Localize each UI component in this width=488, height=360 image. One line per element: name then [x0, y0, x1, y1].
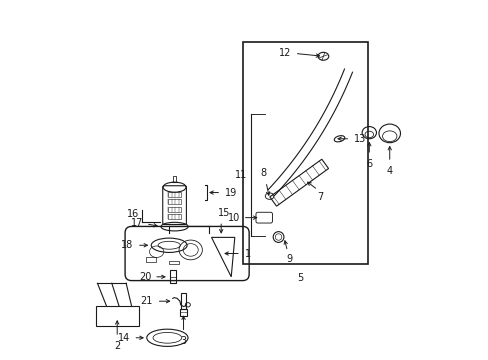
Text: 6: 6	[366, 159, 371, 169]
Bar	[168, 192, 181, 197]
Bar	[169, 270, 176, 283]
Text: 3: 3	[180, 336, 186, 346]
Text: 18: 18	[121, 240, 133, 250]
Text: 7: 7	[317, 192, 323, 202]
Text: 4: 4	[386, 166, 392, 176]
Text: 19: 19	[224, 188, 237, 198]
Bar	[180, 309, 187, 316]
Text: 15: 15	[218, 208, 230, 218]
Bar	[96, 306, 139, 325]
Text: 16: 16	[126, 210, 139, 220]
Text: 17: 17	[130, 218, 142, 228]
Text: 13: 13	[353, 134, 366, 144]
Text: 20: 20	[139, 272, 151, 282]
Text: 10: 10	[227, 213, 239, 222]
Text: 2: 2	[114, 341, 120, 351]
Text: 11: 11	[234, 170, 246, 180]
Bar	[242, 42, 367, 264]
Bar	[168, 199, 181, 204]
Text: 9: 9	[285, 254, 292, 264]
Bar	[145, 257, 156, 262]
Bar	[169, 261, 179, 264]
Bar	[168, 207, 181, 212]
Text: 14: 14	[117, 333, 129, 343]
Text: 5: 5	[296, 273, 303, 283]
Bar	[168, 214, 181, 219]
Text: 12: 12	[278, 48, 290, 58]
Text: 1: 1	[244, 248, 251, 258]
Text: 8: 8	[260, 168, 265, 178]
Text: 21: 21	[141, 296, 153, 306]
Bar	[181, 293, 185, 309]
